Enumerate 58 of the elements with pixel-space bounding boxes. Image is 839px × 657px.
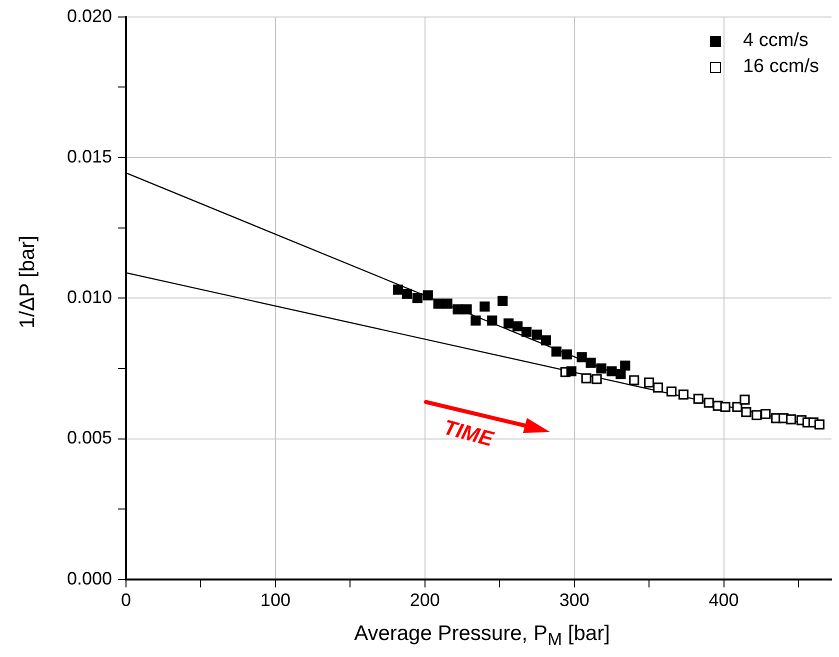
y-tick-label: 0.000 bbox=[66, 568, 112, 588]
x-tick-label: 100 bbox=[260, 590, 290, 610]
point bbox=[586, 358, 596, 368]
annotation: TIME bbox=[441, 416, 496, 452]
point bbox=[581, 373, 592, 384]
point bbox=[652, 382, 664, 393]
point bbox=[596, 363, 606, 374]
point bbox=[732, 402, 742, 412]
point bbox=[551, 346, 562, 357]
point bbox=[566, 366, 576, 376]
point bbox=[487, 316, 498, 326]
point bbox=[752, 410, 762, 420]
point bbox=[521, 326, 532, 337]
x-tick-label: 400 bbox=[708, 590, 739, 610]
point bbox=[452, 304, 463, 314]
point bbox=[786, 414, 796, 424]
x-tick-label: 0 bbox=[120, 590, 132, 610]
point bbox=[760, 408, 771, 420]
y-tick-label: 0.020 bbox=[66, 6, 112, 26]
x-tick-label: 200 bbox=[410, 590, 440, 610]
point bbox=[532, 330, 542, 340]
point bbox=[720, 402, 730, 412]
point bbox=[442, 298, 452, 309]
point bbox=[606, 366, 617, 376]
point bbox=[693, 394, 704, 404]
point bbox=[412, 293, 422, 304]
legend-label: 16 ccm/s bbox=[742, 55, 819, 79]
point bbox=[470, 316, 481, 326]
x-tick-label: 300 bbox=[559, 590, 590, 610]
x-axis-title: Average Pressure, P$_{M}$ [bar] bbox=[353, 622, 611, 650]
point bbox=[498, 296, 508, 306]
point bbox=[392, 284, 404, 295]
point bbox=[814, 419, 824, 430]
point bbox=[629, 375, 640, 386]
point bbox=[540, 335, 551, 346]
point bbox=[644, 377, 654, 388]
point bbox=[402, 288, 412, 299]
point bbox=[704, 398, 714, 408]
y-tick-label: 0.015 bbox=[66, 146, 112, 166]
point bbox=[592, 374, 602, 384]
point bbox=[666, 386, 677, 397]
point bbox=[422, 290, 433, 300]
point bbox=[504, 318, 514, 328]
point bbox=[512, 321, 523, 332]
point bbox=[620, 360, 630, 371]
y-axis-title: 1/ΔP [bar] bbox=[16, 234, 40, 331]
point bbox=[678, 390, 688, 400]
y-tick-label: 0.005 bbox=[66, 428, 112, 448]
legend-label: 4 ccm/s bbox=[742, 29, 808, 53]
point bbox=[433, 298, 444, 309]
point bbox=[740, 394, 750, 405]
point bbox=[480, 301, 490, 312]
y-tick-label: 0.010 bbox=[66, 287, 112, 308]
point bbox=[616, 369, 626, 380]
point bbox=[562, 349, 572, 360]
point bbox=[741, 406, 752, 418]
point bbox=[462, 304, 472, 314]
point bbox=[576, 352, 587, 362]
